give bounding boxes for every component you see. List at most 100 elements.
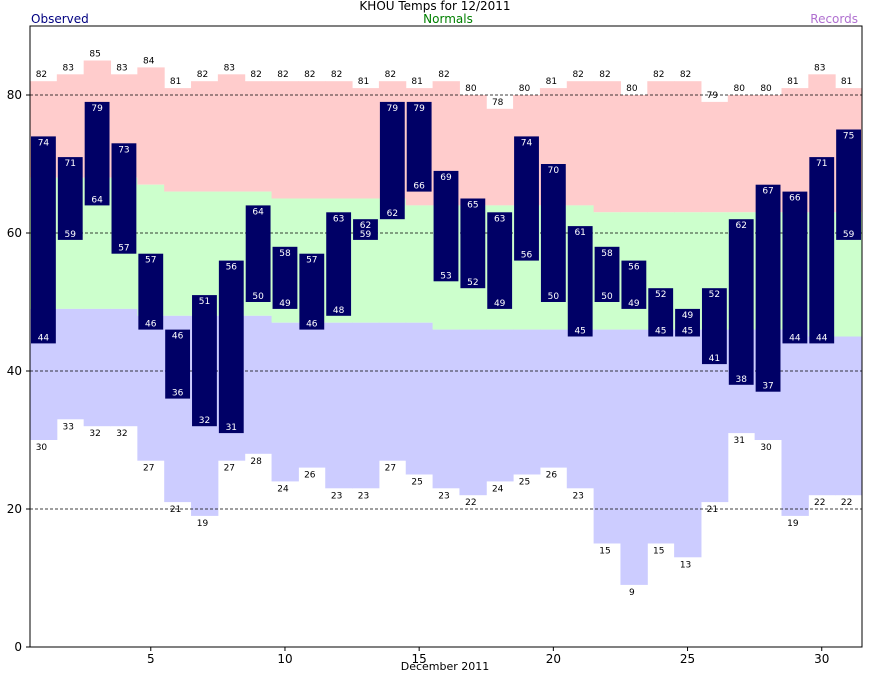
record-low-band [137, 315, 165, 461]
record-low-label: 27 [385, 464, 396, 474]
observed-low-label: 66 [413, 182, 425, 192]
observed-low-label: 38 [735, 375, 747, 385]
observed-high-label: 62 [360, 221, 371, 231]
observed-low-label: 31 [226, 423, 237, 433]
observed-bar [192, 295, 217, 427]
observed-bar [218, 260, 244, 434]
observed-low-label: 32 [199, 416, 210, 426]
record-low-band [781, 329, 809, 516]
observed-low-label: 52 [467, 278, 478, 288]
record-high-band [244, 81, 273, 192]
record-high-band [566, 81, 595, 206]
record-low-band [271, 322, 299, 482]
observed-bar [165, 329, 191, 399]
record-high-label: 80 [465, 84, 477, 94]
observed-bar [433, 170, 459, 282]
record-low-band [325, 322, 353, 489]
record-high-band [271, 81, 299, 199]
record-low-label: 33 [63, 422, 74, 432]
records-legend-label: Records [810, 12, 858, 26]
observed-low-label: 50 [252, 292, 264, 302]
record-high-band [620, 95, 648, 213]
data-labels: 74 44 82 30 71 59 83 33 79 64 85 32 73 57 83 32 57 46 84 27… [36, 50, 855, 598]
record-low-band [674, 329, 702, 558]
observed-high-label: 79 [413, 104, 425, 114]
record-high-band [781, 88, 809, 213]
observed-high-label: 63 [333, 214, 344, 224]
plot-frame [29, 25, 863, 648]
observed-high-label: 79 [387, 104, 399, 114]
observed-bar [755, 184, 781, 392]
observed-low-label: 46 [306, 320, 318, 330]
observed-high-label: 79 [91, 104, 103, 114]
record-high-band [352, 88, 380, 199]
record-low-label: 26 [546, 471, 558, 481]
observed-high-label: 65 [467, 201, 478, 211]
observed-high-label: 52 [709, 290, 720, 300]
record-low-label: 25 [411, 478, 422, 488]
observed-high-label: 49 [682, 311, 694, 321]
record-high-label: 85 [89, 50, 100, 60]
observed-bar [111, 143, 137, 254]
observed-high-label: 58 [279, 249, 291, 259]
record-low-band [593, 329, 621, 544]
record-low-label: 27 [143, 464, 154, 474]
y-tick-label: 20 [7, 502, 22, 516]
observed-high-label: 58 [601, 249, 613, 259]
record-high-band [727, 95, 756, 213]
record-low-label: 23 [572, 491, 583, 501]
record-low-label: 25 [519, 478, 530, 488]
observed-high-label: 57 [145, 256, 156, 266]
record-high-label: 84 [143, 56, 155, 66]
observed-bar [675, 308, 700, 337]
observed-high-label: 67 [762, 187, 773, 197]
observed-bar [299, 253, 325, 330]
record-low-label: 19 [197, 519, 209, 529]
observed-low-label: 59 [843, 230, 855, 240]
observed-low-label: 50 [601, 292, 613, 302]
record-low-label: 30 [36, 443, 48, 453]
record-high-band [191, 81, 219, 192]
observed-bar [272, 246, 298, 309]
record-low-band [56, 308, 85, 420]
record-high-band [137, 67, 165, 185]
observed-high-label: 46 [172, 332, 184, 342]
record-high-band [674, 81, 702, 213]
observed-low-label: 36 [172, 389, 184, 399]
x-tick-label: 5 [147, 652, 155, 666]
observed-high-label: 71 [65, 159, 76, 169]
record-high-band [459, 95, 487, 206]
observed-high-label: 74 [521, 138, 533, 148]
record-low-band [378, 322, 407, 461]
x-tick-label: 15 [412, 652, 427, 666]
observed-low-label: 45 [655, 327, 666, 337]
normals-legend-label: Normals [423, 12, 473, 26]
record-low-label: 27 [224, 464, 235, 474]
record-low-label: 15 [599, 547, 610, 557]
observed-bar [782, 191, 808, 344]
observed-bar [621, 260, 647, 309]
record-low-band [405, 322, 434, 475]
record-high-band [593, 81, 621, 213]
normal-band [405, 205, 434, 323]
record-low-band [808, 336, 836, 496]
record-low-band [620, 329, 648, 585]
record-low-label: 21 [170, 505, 181, 515]
record-high-label: 82 [653, 70, 664, 80]
record-low-label: 26 [304, 471, 316, 481]
observed-bar [514, 136, 539, 261]
observed-bar [809, 157, 835, 344]
x-tick-label: 25 [680, 652, 695, 666]
y-tick-label: 0 [14, 640, 22, 654]
observed-high-label: 64 [252, 207, 264, 217]
observed-low-label: 64 [91, 195, 103, 205]
observed-bar [836, 129, 861, 240]
record-high-label: 83 [224, 63, 235, 73]
observed-low-label: 49 [494, 299, 506, 309]
observed-low-label: 44 [816, 333, 828, 343]
observed-high-label: 66 [789, 194, 801, 204]
record-high-label: 83 [116, 63, 127, 73]
record-high-label: 82 [680, 70, 691, 80]
observed-bar [487, 212, 513, 309]
record-low-band [486, 329, 514, 482]
